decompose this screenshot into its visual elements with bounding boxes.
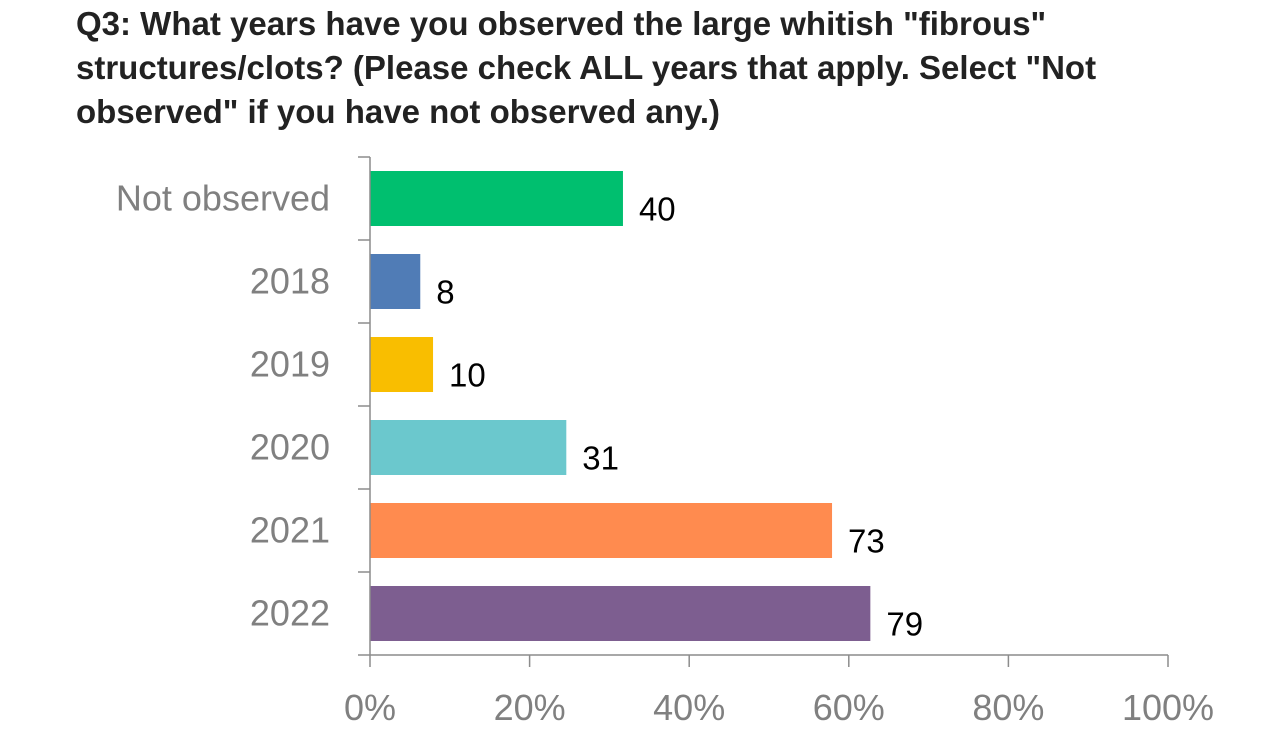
x-tick-label: 60% — [813, 687, 885, 728]
bar-2018 — [370, 254, 421, 309]
data-label-2020: 31 — [582, 440, 619, 477]
x-tick-label: 80% — [972, 687, 1044, 728]
data-labels-group: 40 8 10 31 73 79 — [436, 191, 923, 643]
data-label-2022: 79 — [886, 606, 923, 643]
category-label-2020: 2020 — [250, 427, 330, 468]
chart-title: Q3: What years have you observed the lar… — [76, 5, 1097, 130]
category-label-2021: 2021 — [250, 510, 330, 551]
category-label-2018: 2018 — [250, 261, 330, 302]
x-tick-label: 100% — [1122, 687, 1214, 728]
category-label-2019: 2019 — [250, 344, 330, 385]
category-label-not-observed: Not observed — [116, 178, 330, 219]
bar-2022 — [370, 586, 871, 641]
category-labels-group: Not observed 2018 2019 2020 2021 2022 — [116, 178, 330, 634]
x-tick-label: 20% — [494, 687, 566, 728]
data-label-2018: 8 — [436, 274, 454, 311]
bar-not-observed — [370, 171, 623, 226]
category-label-2022: 2022 — [250, 593, 330, 634]
data-label-2019: 10 — [449, 357, 486, 394]
axes-group — [358, 156, 1169, 667]
data-label-not-observed: 40 — [639, 191, 676, 228]
data-label-2021: 73 — [848, 523, 885, 560]
bar-2020 — [370, 420, 567, 475]
x-tick-label: 40% — [653, 687, 725, 728]
x-tick-label: 0% — [344, 687, 396, 728]
bar-2021 — [370, 503, 833, 558]
tick-labels-group: 0% 20% 40% 60% 80% 100% — [344, 687, 1214, 728]
bars-group — [370, 171, 871, 641]
bar-2019 — [370, 337, 434, 392]
